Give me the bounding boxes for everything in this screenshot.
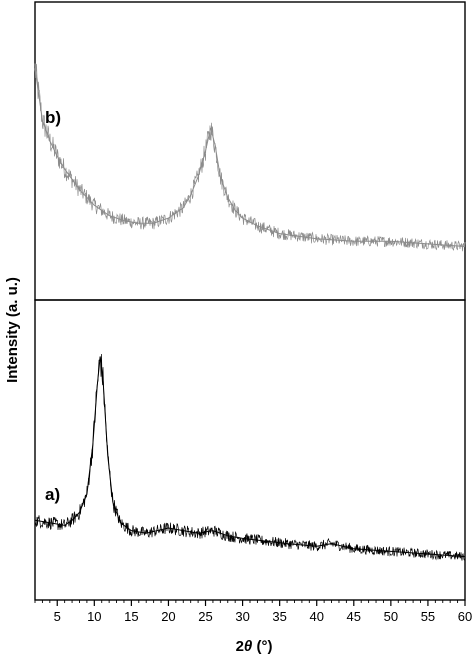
x-tick-label-45: 45 [347,609,361,624]
x-tick-label-25: 25 [198,609,212,624]
x-axis-title: 2θ (°) [236,638,273,655]
x-tick-label-50: 50 [384,609,398,624]
panel-label-b: b) [45,108,61,127]
series-a-noise [34,353,466,561]
x-tick-label-15: 15 [124,609,138,624]
x-tick-label-10: 10 [87,609,101,624]
x-tick-label-5: 5 [54,609,61,624]
x-axis-ticks: 5 10 15 20 25 30 35 40 45 50 55 60 [34,600,472,624]
series-a-line [34,356,466,558]
x-tick-label-60: 60 [458,609,472,624]
series-b-noise [34,63,466,252]
x-tick-label-20: 20 [161,609,175,624]
x-tick-label-30: 30 [235,609,249,624]
x-tick-label-55: 55 [421,609,435,624]
plot-frame-bottom [34,299,466,601]
y-axis-title: Intensity (a. u.) [4,277,21,383]
x-tick-label-40: 40 [309,609,323,624]
plot-frame-top [34,1,466,301]
panel-label-a: a) [45,485,60,504]
series-layer [34,63,466,561]
x-tick-label-35: 35 [272,609,286,624]
